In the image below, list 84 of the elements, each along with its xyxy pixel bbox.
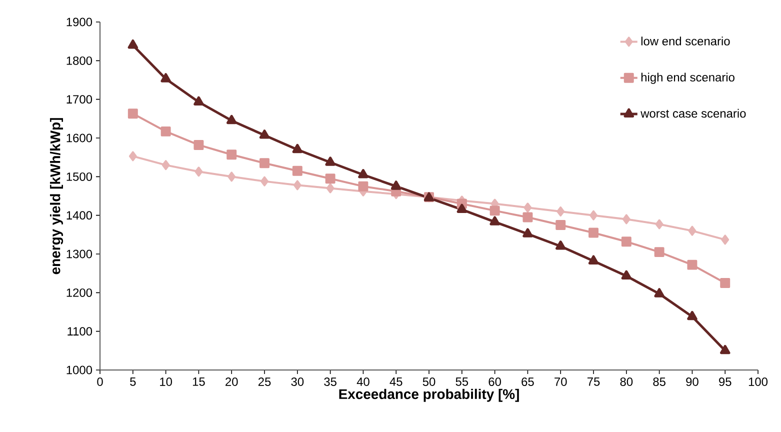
point [456, 204, 468, 214]
x-tick-label: 0 [97, 378, 103, 386]
point [522, 212, 533, 222]
point [654, 288, 664, 298]
point [490, 206, 500, 216]
x-tick-label: 30 [291, 378, 304, 386]
point [655, 219, 664, 230]
x-tick-label: 10 [160, 378, 172, 386]
x-tick-label: 55 [456, 378, 468, 386]
x-tick-label: 45 [390, 378, 402, 386]
point [260, 176, 268, 186]
point [588, 255, 599, 264]
x-tick-label: 50 [422, 378, 436, 386]
x-tick-label: 90 [686, 378, 698, 386]
point [621, 270, 632, 280]
point [556, 206, 565, 216]
point [720, 344, 730, 354]
point [162, 160, 170, 170]
point [292, 166, 302, 176]
x-tick-label: 60 [488, 378, 501, 386]
y-tick-label: 1200 [66, 288, 92, 297]
point [194, 96, 204, 106]
point [128, 151, 137, 162]
point [194, 140, 204, 150]
x-tick-label: 5 [130, 378, 136, 386]
point [524, 202, 532, 213]
y-tick-label: 1700 [66, 95, 92, 104]
y-tick-label: 1900 [66, 18, 92, 26]
x-tick-label: 25 [258, 378, 271, 386]
point [358, 181, 368, 192]
y-tick-label: 1100 [68, 327, 92, 336]
x-tick-label: 100 [748, 378, 768, 386]
point [293, 180, 302, 190]
point [687, 260, 698, 270]
point [292, 144, 303, 154]
point [128, 108, 138, 119]
point [325, 174, 336, 184]
point [358, 169, 368, 178]
point [226, 114, 237, 124]
point [555, 240, 566, 250]
y-tick-label: 1400 [66, 211, 92, 220]
x-tick-label: 40 [356, 378, 370, 386]
point [226, 150, 237, 160]
point [522, 228, 533, 238]
point [720, 278, 730, 288]
x-tick-label: 35 [324, 378, 336, 386]
x-tick-label: 70 [554, 378, 567, 386]
point [160, 73, 171, 82]
legend-label: high end scenario [641, 72, 734, 84]
point [194, 166, 203, 177]
legend-label: worst case scenario [640, 108, 746, 118]
point [228, 172, 236, 182]
x-tick-label: 80 [620, 378, 633, 386]
y-tick-label: 1600 [66, 134, 92, 142]
legend-label: low end scenario [641, 36, 730, 46]
y-axis-title: energy yield [kWh/kWp] [50, 118, 64, 274]
point [654, 247, 664, 258]
x-tick-label: 75 [587, 378, 600, 386]
point [490, 216, 500, 226]
x-axis-title: Exceedance probability [%] [339, 388, 519, 402]
point [622, 214, 630, 224]
point [588, 228, 598, 238]
point [326, 183, 334, 194]
x-tick-label: 15 [192, 378, 205, 386]
point [260, 158, 270, 168]
point [621, 236, 632, 247]
point [128, 39, 138, 49]
point [259, 130, 270, 139]
point [590, 210, 598, 220]
y-tick-label: 1000 [66, 366, 92, 374]
y-tick-label: 1300 [66, 250, 92, 258]
point [688, 226, 696, 236]
point [160, 126, 171, 136]
x-tick-label: 65 [522, 378, 534, 386]
x-tick-label: 85 [653, 378, 666, 386]
y-tick-label: 1500 [66, 172, 92, 181]
point [390, 180, 402, 190]
x-tick-label: 95 [719, 378, 732, 386]
point [687, 310, 698, 320]
point [325, 156, 336, 166]
point [556, 220, 566, 230]
x-tick-label: 20 [226, 378, 238, 386]
y-tick-label: 1800 [66, 56, 92, 65]
point [721, 234, 730, 245]
